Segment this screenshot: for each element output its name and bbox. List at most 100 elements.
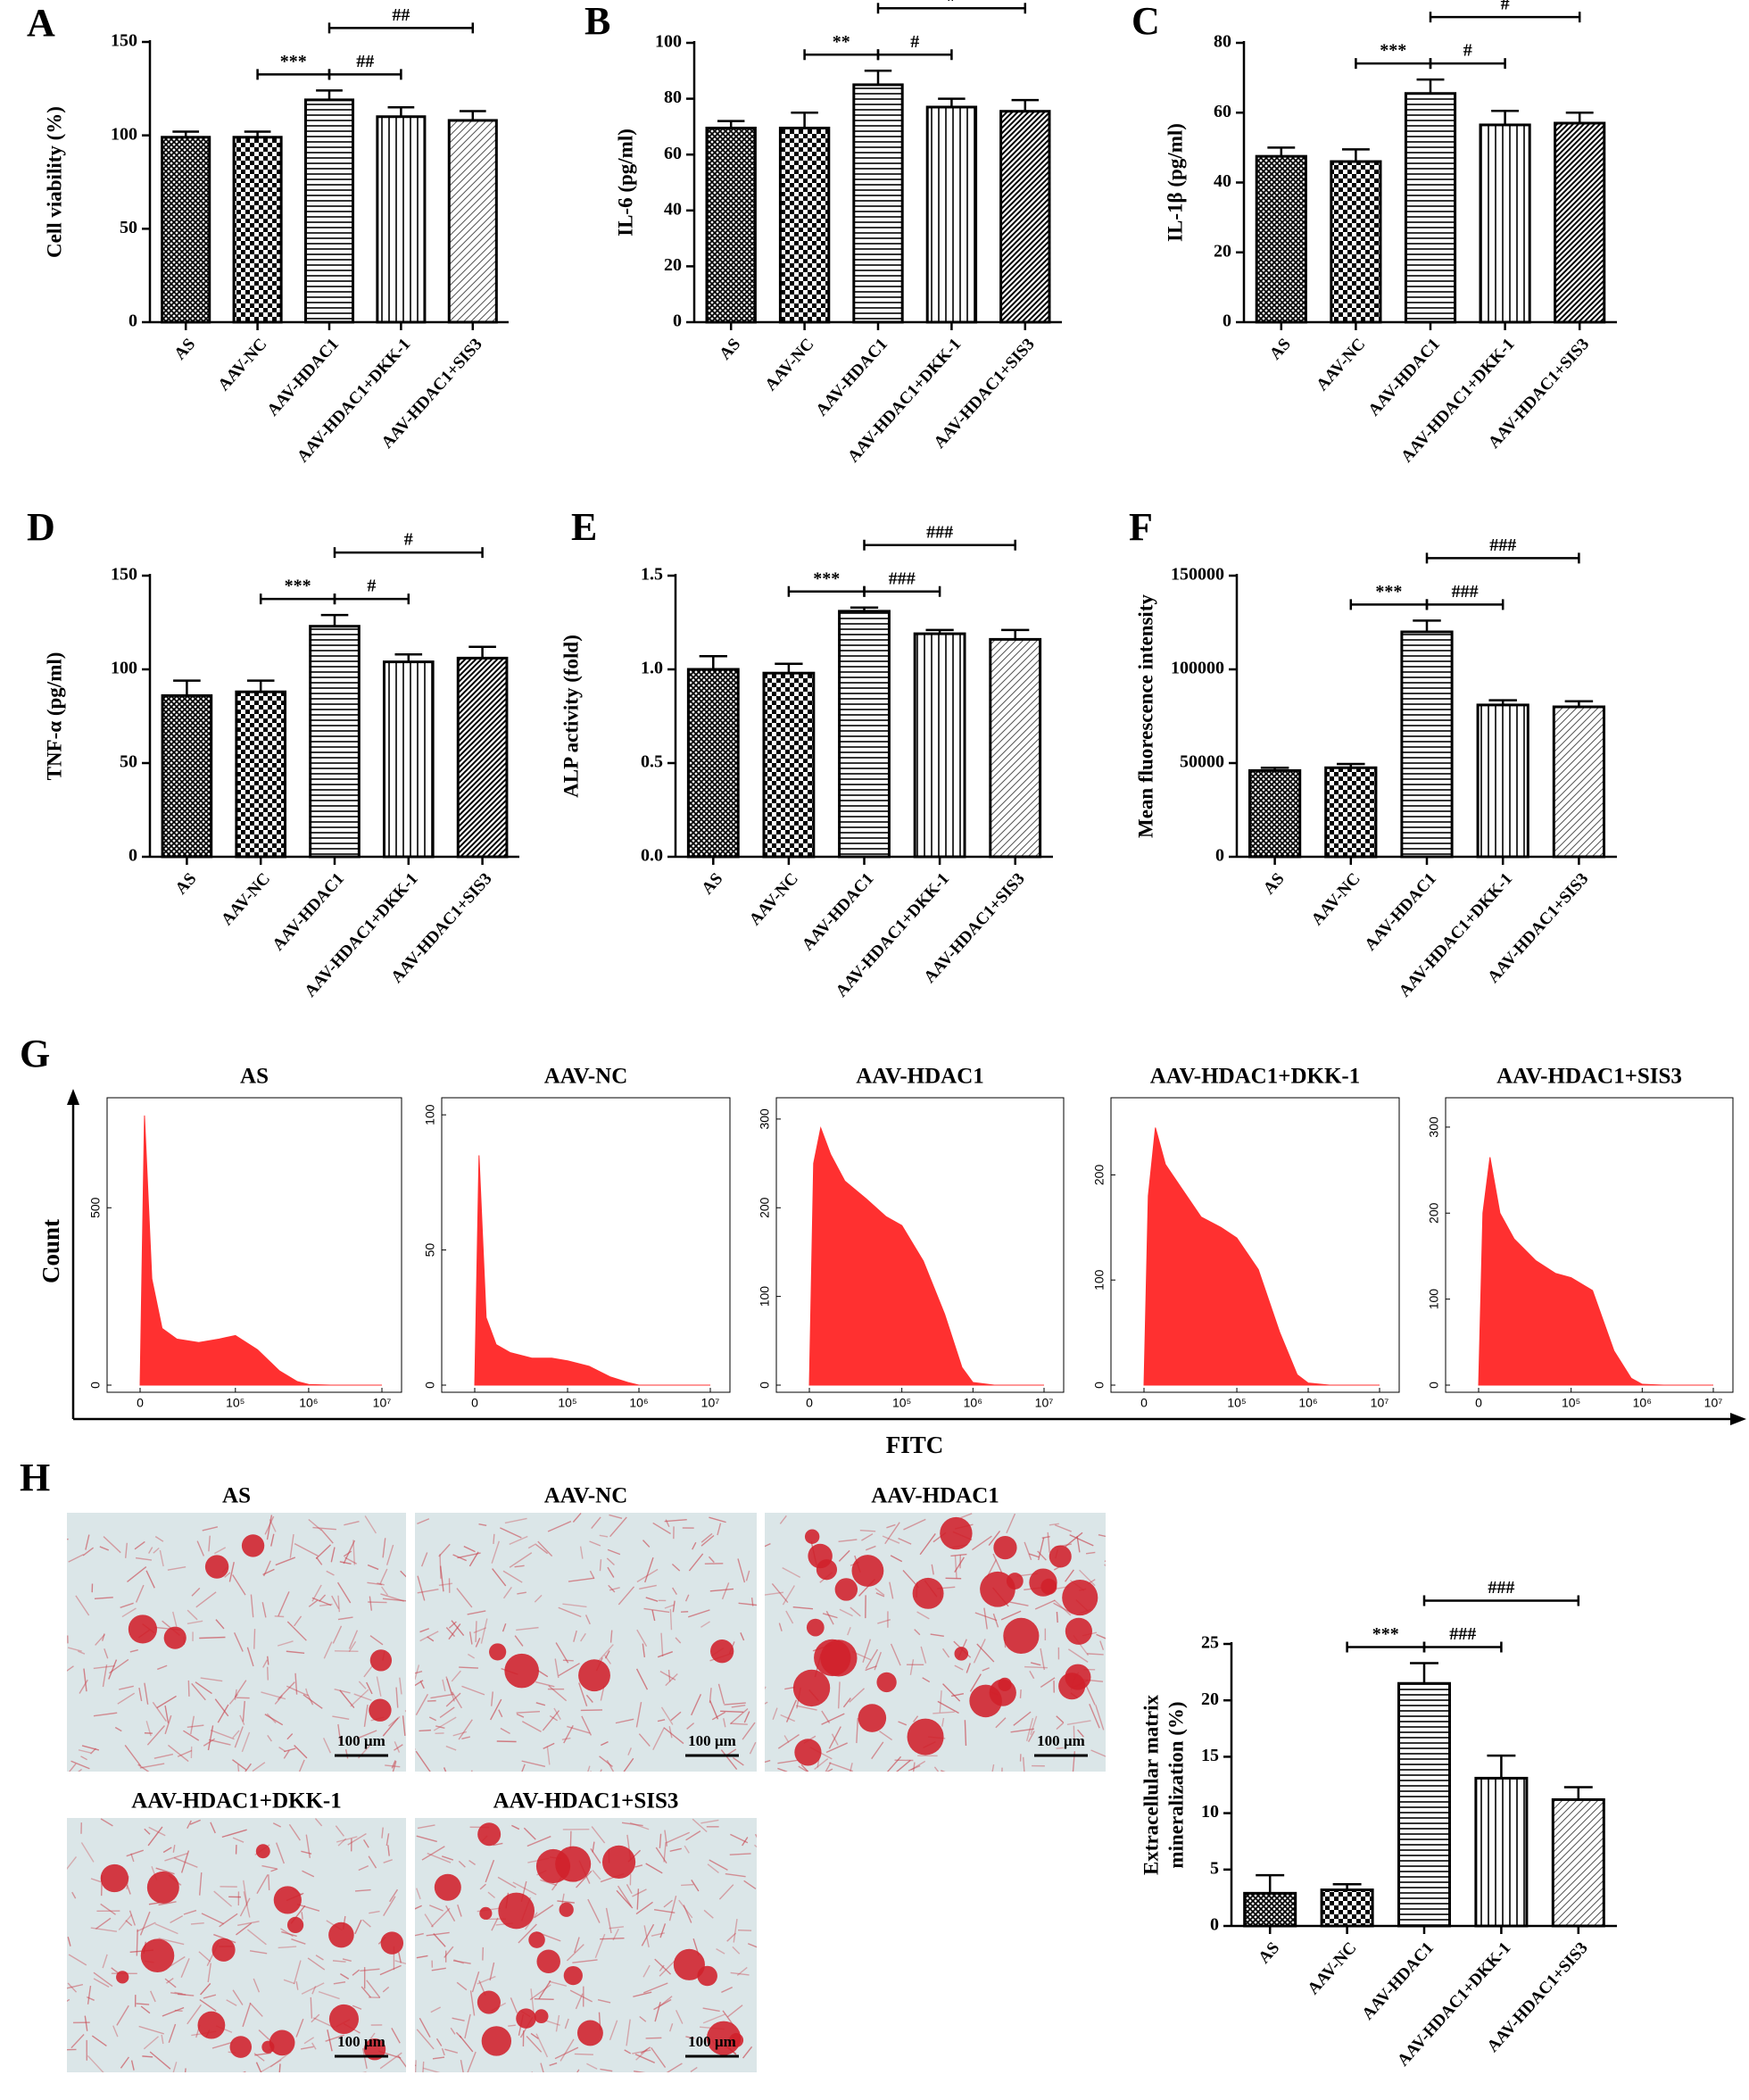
cell-fiber xyxy=(538,1980,551,2000)
cell-fiber xyxy=(427,1636,435,1642)
cell-fiber xyxy=(169,1955,186,1967)
error-bar xyxy=(172,130,200,137)
cell-fiber xyxy=(635,1668,649,1690)
cell-fiber xyxy=(569,1830,572,1849)
cell-fiber xyxy=(1038,1537,1045,1561)
cell-fiber xyxy=(217,1704,229,1723)
cell-fiber xyxy=(664,1830,668,1847)
cell-fiber xyxy=(879,1731,893,1741)
cell-fiber xyxy=(600,1769,602,1772)
x-tick-label: 10⁷ xyxy=(701,1396,720,1410)
cell-fiber xyxy=(567,1725,591,1734)
cell-fiber xyxy=(303,2037,315,2045)
cell-fiber xyxy=(663,1727,684,1745)
cell-fiber xyxy=(995,1717,1007,1729)
x-tick-label: AAV-HDAC1 xyxy=(263,335,343,419)
x-tick-label: AS xyxy=(1255,1938,1283,1967)
cell-fiber xyxy=(90,1927,118,1932)
cell-fiber xyxy=(87,1996,95,2001)
bar xyxy=(925,105,978,324)
cell-fiber xyxy=(172,1845,176,1853)
error-bar xyxy=(925,628,954,635)
mineral-nodule xyxy=(286,1916,304,1934)
cell-fiber xyxy=(903,1518,926,1531)
cell-fiber xyxy=(415,1750,431,1772)
cell-fiber xyxy=(691,1879,700,1892)
y-tick-label: 0 xyxy=(128,311,137,331)
cell-fiber xyxy=(267,1656,269,1665)
cell-fiber xyxy=(686,1722,695,1730)
scale-bar-label: 100 µm xyxy=(337,1732,385,1749)
mineral-nodule xyxy=(211,1938,236,1962)
cell-fiber xyxy=(137,1764,150,1772)
cell-fiber xyxy=(301,1912,303,1920)
cell-fiber xyxy=(164,1853,188,1862)
cell-fiber xyxy=(125,1542,128,1558)
cell-fiber xyxy=(771,1582,789,1604)
cell-fiber xyxy=(339,1689,355,1708)
x-tick-label: 10⁷ xyxy=(373,1396,392,1410)
cell-fiber xyxy=(534,1594,543,1603)
cell-fiber xyxy=(83,1668,87,1692)
cell-fiber xyxy=(664,1604,675,1609)
cell-fiber xyxy=(322,1738,332,1754)
y-axis-label: IL-6 (pg/ml) xyxy=(614,129,636,237)
cell-fiber xyxy=(379,2052,402,2070)
cell-fiber xyxy=(477,1975,496,1985)
cell-fiber xyxy=(333,1981,346,1985)
cell-fiber xyxy=(67,1855,78,1871)
cell-fiber xyxy=(381,1827,384,1839)
cell-fiber xyxy=(669,1608,673,1631)
cell-fiber xyxy=(330,1547,336,1563)
cell-fiber xyxy=(383,1896,396,1916)
error-bar xyxy=(1267,146,1296,157)
cell-fiber xyxy=(521,1764,526,1772)
cell-fiber xyxy=(382,1986,390,1993)
cell-fiber xyxy=(726,2005,743,2018)
cell-fiber xyxy=(718,1884,734,1900)
x-tick-label: AAV-NC xyxy=(746,869,802,929)
cell-fiber xyxy=(862,1639,872,1663)
cell-fiber xyxy=(323,1641,333,1659)
cell-fiber xyxy=(555,1642,569,1664)
cell-fiber xyxy=(1085,1551,1096,1555)
cell-fiber xyxy=(738,1602,757,1606)
error-bar xyxy=(1563,1786,1593,1800)
micrograph: 100 µm xyxy=(67,1513,406,1772)
cell-fiber xyxy=(884,1522,900,1545)
cell-fiber xyxy=(510,1997,518,2013)
cell-fiber xyxy=(754,1844,757,1848)
cell-fiber xyxy=(594,1933,606,1959)
cell-fiber xyxy=(232,1574,246,1596)
cell-fiber xyxy=(422,2061,425,2072)
cell-fiber xyxy=(478,1523,487,1527)
cell-fiber xyxy=(825,1610,834,1625)
cell-fiber xyxy=(502,1570,523,1583)
cell-fiber xyxy=(161,2034,164,2045)
x-tick-label: 0 xyxy=(137,1396,144,1410)
bar xyxy=(913,632,966,859)
y-axis-label: ALP activity (fold) xyxy=(560,635,582,798)
cell-fiber xyxy=(241,1731,251,1753)
cell-fiber xyxy=(464,2013,471,2039)
cell-fiber xyxy=(560,2038,575,2062)
cell-fiber xyxy=(720,1749,738,1771)
cell-fiber xyxy=(443,1767,447,1772)
cell-fiber xyxy=(639,1584,657,1590)
cell-fiber xyxy=(535,1544,549,1555)
cell-fiber xyxy=(200,1677,223,1682)
cell-fiber xyxy=(404,1710,406,1713)
cell-fiber xyxy=(336,1836,358,1843)
cell-fiber xyxy=(723,1718,726,1728)
cell-fiber xyxy=(261,1691,286,1700)
cell-fiber xyxy=(452,1691,463,1709)
mineral-nodule xyxy=(489,1643,507,1661)
mineral-nodule xyxy=(146,1871,179,1904)
cell-fiber xyxy=(531,2071,534,2072)
cell-fiber xyxy=(748,1943,757,1948)
mineral-nodule xyxy=(328,1922,354,1948)
cell-fiber xyxy=(937,1700,959,1714)
cell-fiber xyxy=(360,1968,380,1972)
cell-fiber xyxy=(305,1834,311,1858)
cell-fiber xyxy=(850,1606,861,1617)
